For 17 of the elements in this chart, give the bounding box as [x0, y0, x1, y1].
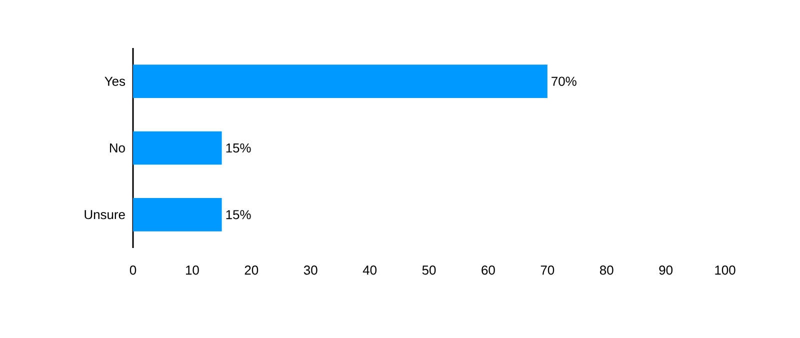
y-tick-label: Yes	[104, 76, 126, 86]
x-tick-label: 90	[659, 266, 673, 275]
x-tick-label: 80	[600, 266, 614, 275]
x-tick-label: 20	[244, 266, 258, 275]
x-tick-label: 10	[186, 266, 199, 275]
x-tick-label: 50	[422, 266, 436, 275]
y-tick-label: Unsure	[84, 210, 125, 220]
x-tick-label: 30	[304, 266, 318, 275]
y-tick-label: No	[110, 143, 125, 153]
x-tick-label: 70	[540, 266, 554, 275]
data-label: 70%	[552, 76, 576, 86]
x-tick-label: 0	[130, 266, 136, 275]
data-label: 15%	[226, 210, 251, 220]
x-tick-label: 60	[482, 266, 495, 275]
x-tick-label: 100	[715, 266, 736, 275]
x-tick-label: 40	[362, 266, 377, 275]
data-label: 15%	[226, 143, 251, 153]
